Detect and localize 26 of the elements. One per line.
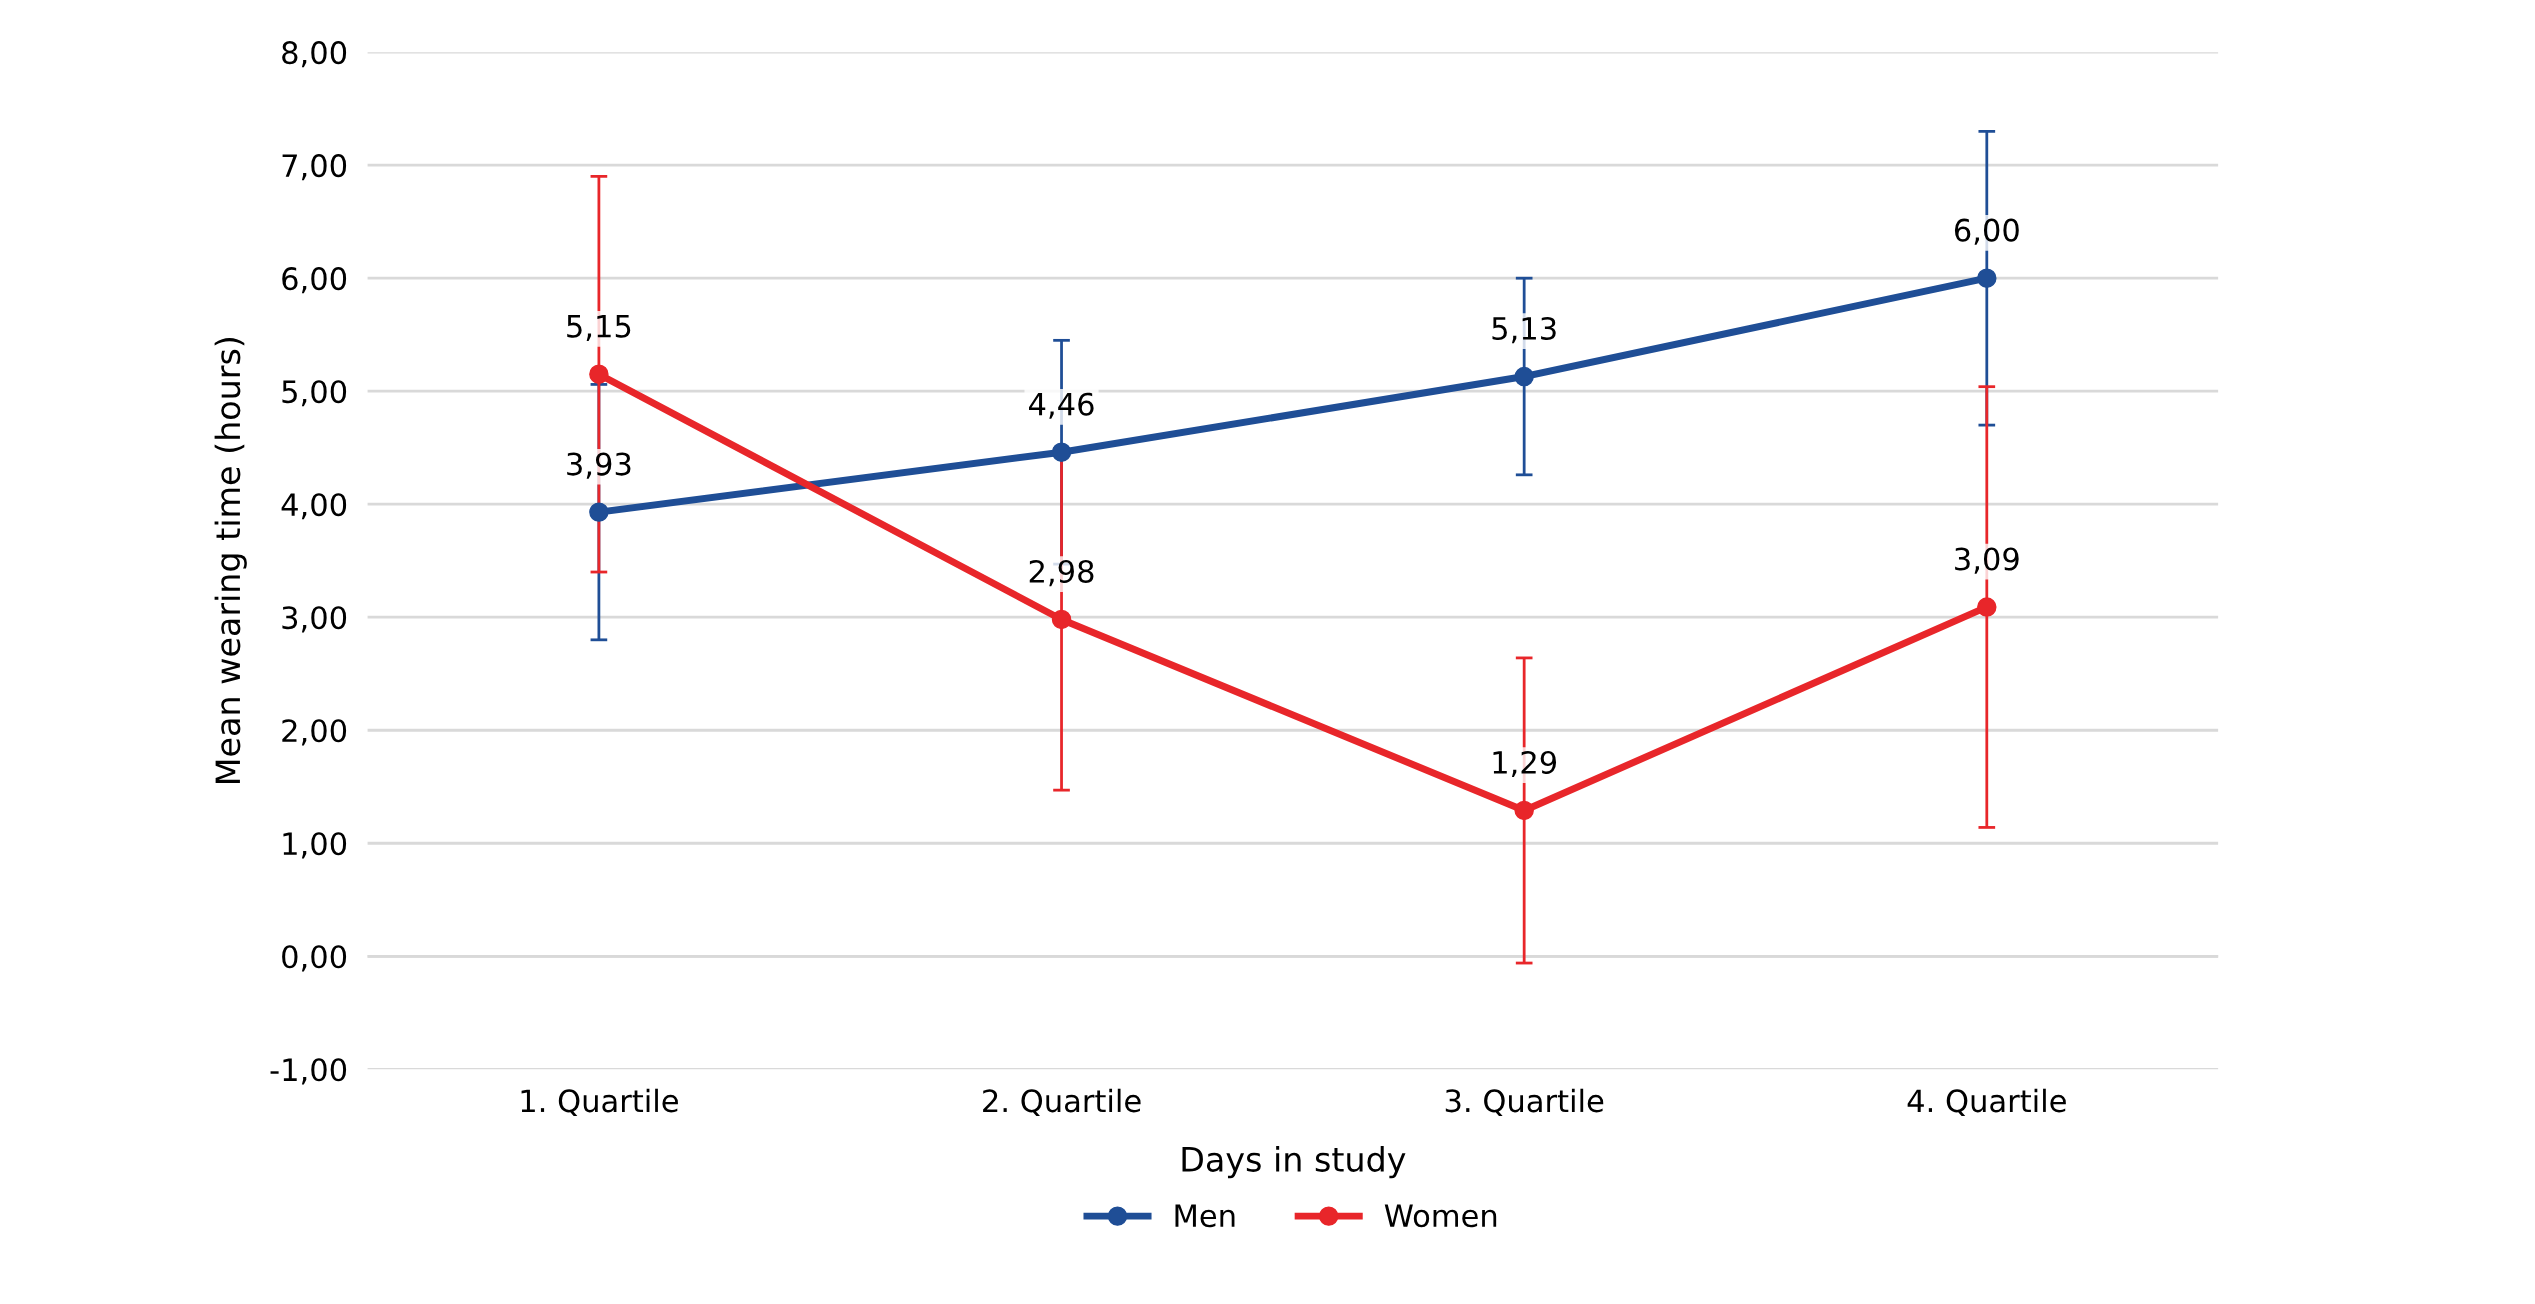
x-tick-label: 1. Quartile	[521, 1088, 678, 1116]
data-label: 6,00	[1954, 218, 2019, 245]
y-tick-label: 4,00	[281, 493, 347, 520]
y-tick-label: 1,00	[283, 832, 347, 859]
x-axis-title: Days in study	[1182, 1146, 1406, 1179]
y-tick-label: 3,00	[282, 606, 347, 633]
data-label: 4,46	[1029, 392, 1094, 419]
y-tick-label: 8,00	[282, 41, 347, 68]
legend-label: Women	[1384, 1204, 1497, 1228]
y-tick-label: 5,00	[282, 380, 347, 407]
data-label: 5,13	[1492, 316, 1556, 344]
data-label: 3,93	[567, 452, 631, 479]
data-label: 2,98	[1029, 559, 1094, 587]
x-tick-label: 4. Quartile	[1907, 1088, 2066, 1116]
y-axis-title: Mean wearing time (hours)	[214, 338, 247, 783]
y-tick-label: 7,00	[282, 154, 347, 181]
y-tick-label: 6,00	[282, 267, 347, 294]
x-tick-label: 3. Quartile	[1445, 1088, 1604, 1116]
y-tick-label: -1,00	[270, 1058, 347, 1085]
data-label: 3,09	[1955, 547, 2019, 574]
legend-label: Men	[1175, 1204, 1235, 1228]
data-label: 5,15	[567, 315, 631, 341]
x-tick-label: 2. Quartile	[983, 1088, 1141, 1116]
y-tick-label: 2,00	[282, 719, 347, 746]
y-tick-label: 0,00	[282, 945, 347, 972]
data-label: 1,29	[1493, 750, 1557, 778]
